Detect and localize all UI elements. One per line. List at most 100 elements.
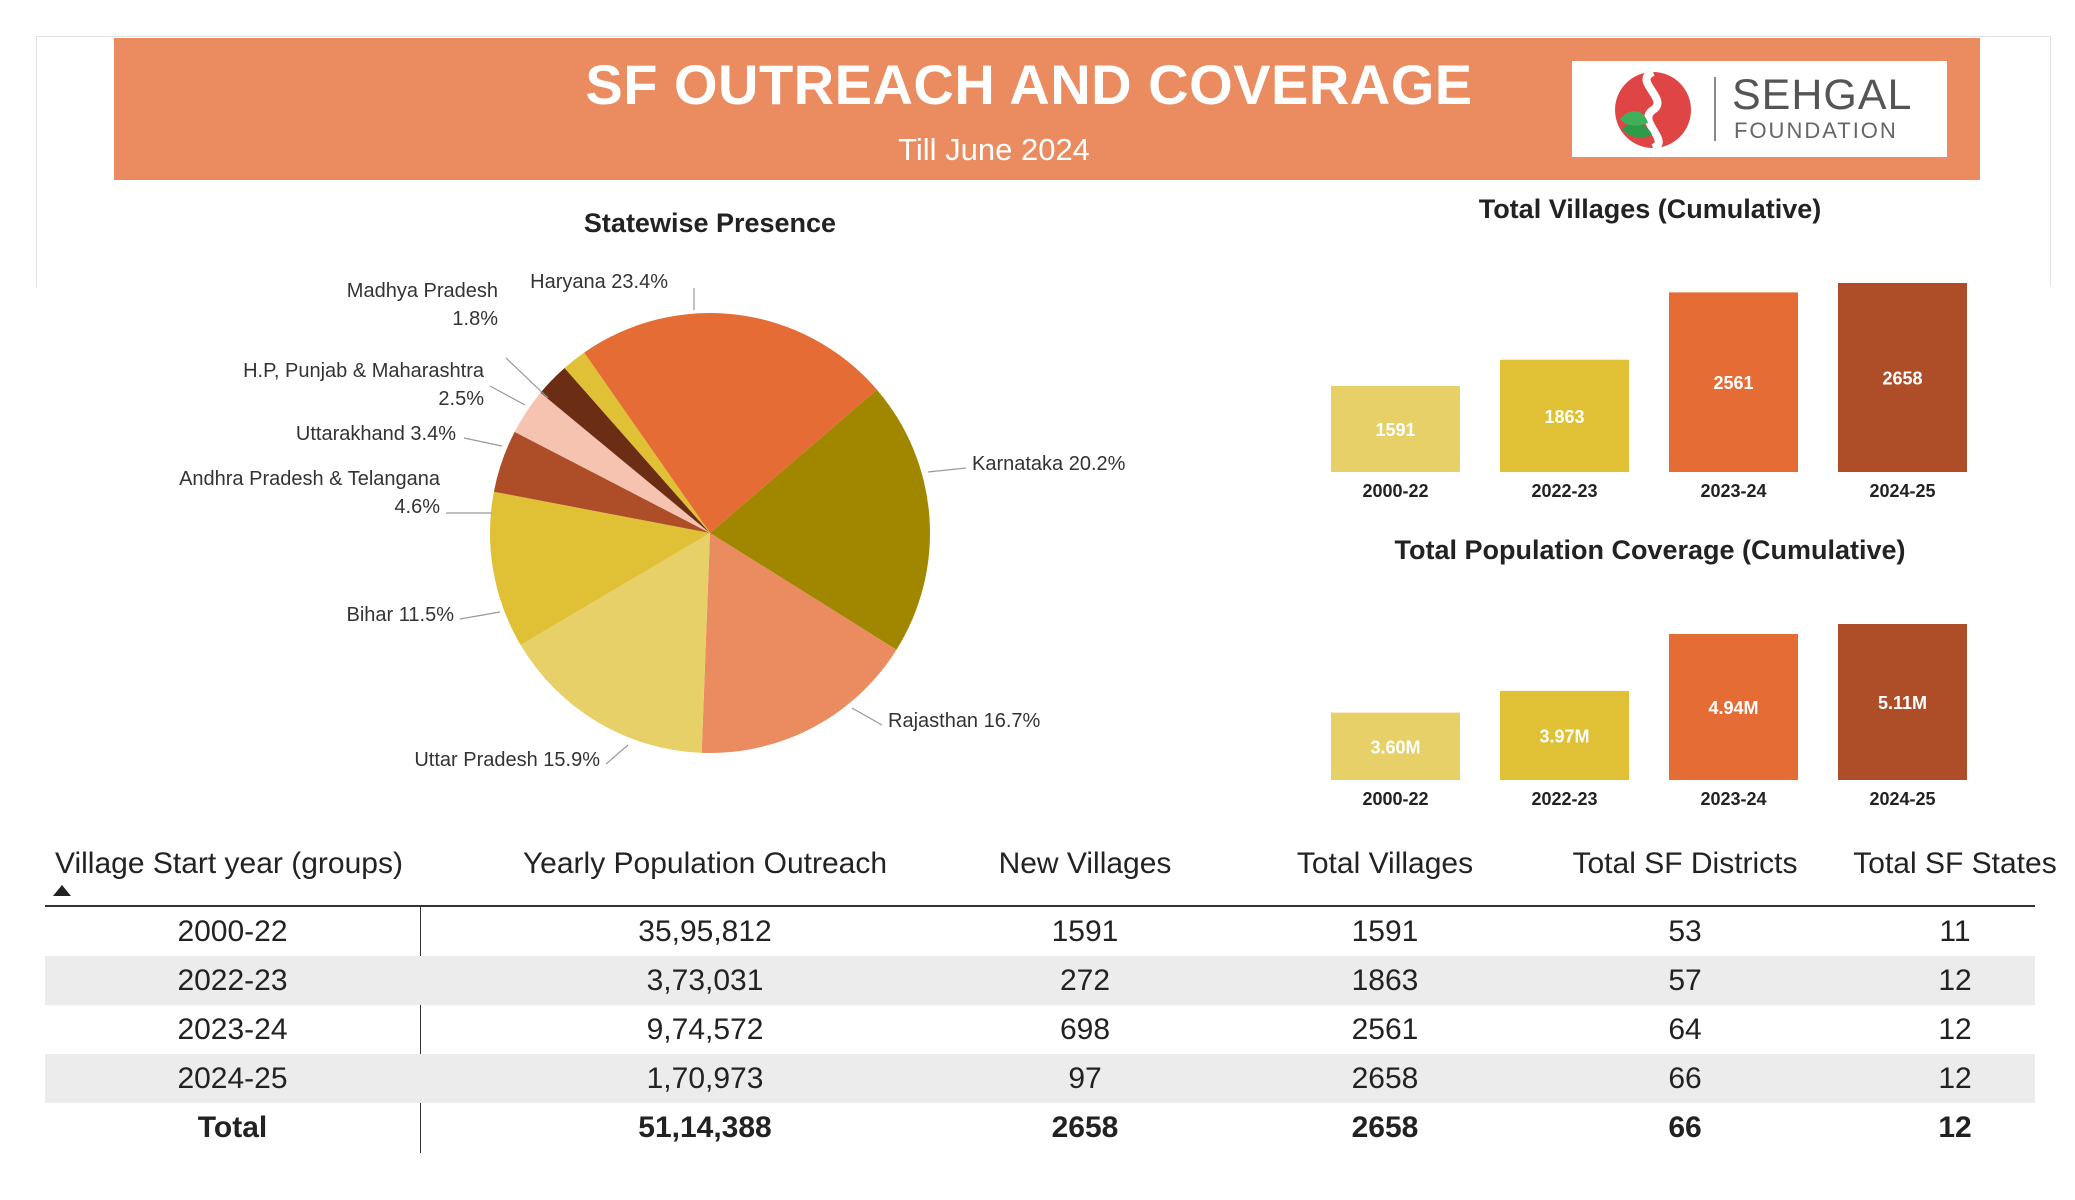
pie-label-percent: 4.6% xyxy=(394,496,440,518)
cell-total-districts: 66 xyxy=(1668,1111,1702,1144)
cell-states: 11 xyxy=(1939,915,1971,948)
cell-total-villages: 2658 xyxy=(1351,1111,1419,1144)
pie-label: H.P, Punjab & Maharashtra xyxy=(243,360,485,382)
cell-total-villages: 2561 xyxy=(1351,1013,1419,1046)
population-category-label: 2000-22 xyxy=(1362,789,1428,809)
population-bar-data-label: 5.11M xyxy=(1878,693,1927,713)
pie-chart-title: Statewise Presence xyxy=(583,208,837,238)
pie-slice-rajasthan[interactable] xyxy=(701,533,897,753)
cell-total-states: 12 xyxy=(1938,1111,1972,1144)
cumulative-bar-charts: 1591 2000-22 1863 2022-23 2561 2023-24 2658 202… xyxy=(1331,283,1967,809)
pie-leader-line xyxy=(605,744,629,765)
pie-slice-uttarakhand[interactable] xyxy=(514,392,710,533)
cell-population: 9,74,572 xyxy=(646,1013,764,1046)
logo-subtitle: FOUNDATION xyxy=(1734,118,1898,143)
statewise-pie-chart: Haryana 23.4% Karnataka 20.2% Rajasthan 16… xyxy=(179,271,1126,771)
villages-bar-data-label: 1863 xyxy=(1544,407,1584,427)
villages-category-label: 2024-25 xyxy=(1869,481,1935,501)
column-header-districts[interactable]: Total SF Districts xyxy=(1572,847,1798,880)
villages-bar-2024-25[interactable] xyxy=(1838,283,1967,472)
pie-label: Uttarakhand 3.4% xyxy=(296,423,456,445)
population-bar-data-label: 3.97M xyxy=(1539,726,1589,746)
cell-new-villages: 698 xyxy=(1059,1013,1111,1046)
population-bar-2024-25[interactable] xyxy=(1838,624,1967,780)
pie-label: Haryana 23.4% xyxy=(530,271,668,293)
cell-population: 1,70,973 xyxy=(646,1062,764,1095)
cell-new-villages: 97 xyxy=(1068,1062,1102,1095)
villages-chart-title: Total Villages (Cumulative) xyxy=(1478,194,1822,224)
villages-bar-data-label: 1591 xyxy=(1375,420,1415,440)
pie-label: Andhra Pradesh & Telangana xyxy=(179,468,441,490)
sort-ascending-icon[interactable] xyxy=(53,885,71,896)
cell-total-new-villages: 2658 xyxy=(1051,1111,1119,1144)
cell-total-villages: 1591 xyxy=(1351,915,1419,948)
cell-year: 2023-24 xyxy=(177,1013,288,1046)
table-row: 2024-25 1,70,973 97 2658 66 12 xyxy=(45,1054,2035,1103)
villages-bar-data-label: 2658 xyxy=(1882,369,1922,389)
pie-slice-bihar[interactable] xyxy=(490,491,710,645)
pie-label: Rajasthan 16.7% xyxy=(888,710,1041,732)
villages-bar-2022-23[interactable] xyxy=(1500,359,1629,472)
table-total-row: Total 51,14,388 2658 2658 66 12 xyxy=(45,1103,2035,1152)
logo-divider xyxy=(1714,77,1716,141)
dashboard-frame xyxy=(36,36,2051,287)
cell-population: 3,73,031 xyxy=(646,964,764,997)
population-category-label: 2023-24 xyxy=(1700,789,1766,809)
cell-new-villages: 1591 xyxy=(1051,915,1119,948)
pie-leader-line xyxy=(927,467,967,473)
table-header: Village Start year (groups) Yearly Popul… xyxy=(45,835,2057,907)
logo-mark-icon xyxy=(1615,69,1691,151)
column-header-new-villages[interactable]: New Villages xyxy=(998,847,1172,880)
population-bar-2023-24[interactable] xyxy=(1669,634,1798,780)
pie-slice-haryana[interactable] xyxy=(584,312,877,533)
table-row: 2023-24 9,74,572 698 2561 64 12 xyxy=(45,1005,2035,1054)
population-bar-data-label: 4.94M xyxy=(1708,698,1758,718)
cell-population: 35,95,812 xyxy=(638,915,772,948)
cell-total-population: 51,14,388 xyxy=(638,1111,772,1144)
pie-slice-andhra-pradesh-telangana[interactable] xyxy=(493,431,710,533)
cell-districts: 66 xyxy=(1668,1062,1702,1095)
pie-slice-karnataka[interactable] xyxy=(710,389,931,650)
table-row: 2000-22 35,95,812 1591 1591 53 11 xyxy=(45,907,2035,956)
cell-year: 2024-25 xyxy=(177,1062,288,1095)
cell-total-label: Total xyxy=(197,1111,268,1144)
cell-states: 12 xyxy=(1938,1013,1972,1046)
population-chart-title: Total Population Coverage (Cumulative) xyxy=(1394,535,1906,565)
table-row: 2022-23 3,73,031 272 1863 57 12 xyxy=(45,956,2035,1005)
population-category-label: 2022-23 xyxy=(1531,789,1597,809)
cell-districts: 57 xyxy=(1668,964,1702,997)
population-bar-2000-22[interactable] xyxy=(1331,712,1460,780)
pie-slice-madhya-pradesh[interactable] xyxy=(564,352,710,533)
column-header-total-villages[interactable]: Total Villages xyxy=(1296,847,1474,880)
outreach-table: Village Start year (groups) Yearly Popul… xyxy=(45,835,2057,1153)
population-bar-2022-23[interactable] xyxy=(1500,690,1629,780)
column-header-states[interactable]: Total SF States xyxy=(1853,847,2057,880)
cell-states: 12 xyxy=(1938,964,1972,997)
cell-districts: 64 xyxy=(1668,1013,1702,1046)
column-header-population[interactable]: Yearly Population Outreach xyxy=(522,847,888,880)
pie-label: Bihar 11.5% xyxy=(347,604,455,626)
column-divider xyxy=(420,907,421,1153)
pie-leader-line xyxy=(489,385,526,406)
cell-states: 12 xyxy=(1938,1062,1972,1095)
population-category-label: 2024-25 xyxy=(1869,789,1935,809)
pie-slice-uttar-pradesh[interactable] xyxy=(520,533,710,753)
sehgal-foundation-logo: SEHGAL FOUNDATION xyxy=(1572,61,1947,157)
cell-total-villages: 2658 xyxy=(1351,1062,1419,1095)
pie-label: Madhya Pradesh xyxy=(347,280,498,302)
page-title: SF OUTREACH AND COVERAGE xyxy=(585,53,1473,116)
pie-label: Karnataka 20.2% xyxy=(972,453,1126,475)
cell-year: 2000-22 xyxy=(177,915,288,948)
villages-bar-data-label: 2561 xyxy=(1713,373,1753,393)
pie-slice-h-p-punjab-maharashtra[interactable] xyxy=(540,367,710,533)
pie-label-percent: 1.8% xyxy=(452,308,498,330)
villages-bar-2000-22[interactable] xyxy=(1331,386,1460,472)
villages-bar-2023-24[interactable] xyxy=(1669,292,1798,472)
pie-leader-line xyxy=(463,437,503,447)
population-bar-data-label: 3.60M xyxy=(1370,737,1420,757)
pie-label-percent: 2.5% xyxy=(438,388,484,410)
logo-name: SEHGAL xyxy=(1732,71,1913,119)
page-subtitle: Till June 2024 xyxy=(898,132,1090,167)
pie-leader-line xyxy=(851,707,883,726)
column-header-start-year[interactable]: Village Start year (groups) xyxy=(55,847,403,880)
